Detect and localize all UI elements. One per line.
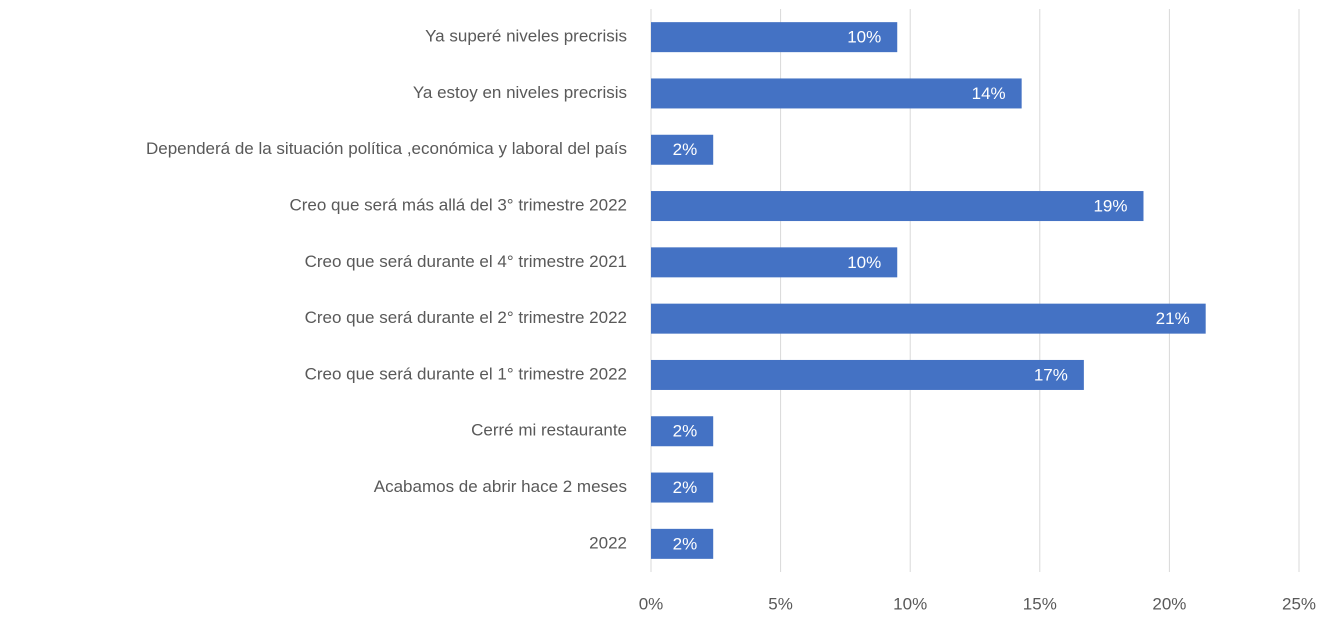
data-label: 2% <box>673 534 698 553</box>
y-tick-label: Cerré mi restaurante <box>471 421 627 440</box>
data-label: 2% <box>673 422 698 441</box>
bar <box>651 359 1084 390</box>
y-tick-label: Creo que será durante el 2° trimestre 20… <box>305 308 627 327</box>
bar <box>651 134 714 165</box>
y-tick-label: Acabamos de abrir hace 2 meses <box>374 477 627 496</box>
bar <box>651 191 1144 222</box>
data-label: 17% <box>1034 365 1068 384</box>
data-label: 10% <box>847 253 881 272</box>
bar <box>651 416 714 447</box>
x-tick-label: 15% <box>1023 594 1057 613</box>
y-tick-label: Dependerá de la situación política ,econ… <box>146 139 627 158</box>
bar <box>651 22 898 53</box>
x-tick-label: 10% <box>893 594 927 613</box>
y-tick-label: Ya estoy en niveles precrisis <box>413 83 627 102</box>
data-label: 2% <box>673 140 698 159</box>
data-label: 21% <box>1156 309 1190 328</box>
bar <box>651 303 1206 334</box>
y-tick-label: Ya superé niveles precrisis <box>425 27 627 46</box>
x-tick-label: 25% <box>1282 594 1316 613</box>
bar <box>651 78 1022 109</box>
data-label: 2% <box>673 478 698 497</box>
y-tick-label: Creo que será durante el 1° trimestre 20… <box>305 364 627 383</box>
data-label: 10% <box>847 28 881 47</box>
y-tick-label: Creo que será durante el 4° trimestre 20… <box>305 252 627 271</box>
x-tick-label: 20% <box>1152 594 1186 613</box>
y-tick-label: Creo que será más allá del 3° trimestre … <box>289 196 627 215</box>
x-tick-label: 5% <box>768 594 793 613</box>
bar <box>651 528 714 559</box>
bar <box>651 472 714 503</box>
data-label: 14% <box>972 84 1006 103</box>
y-tick-label: 2022 <box>589 533 627 552</box>
x-tick-label: 0% <box>639 594 664 613</box>
data-label: 19% <box>1093 197 1127 216</box>
bar <box>651 247 898 278</box>
